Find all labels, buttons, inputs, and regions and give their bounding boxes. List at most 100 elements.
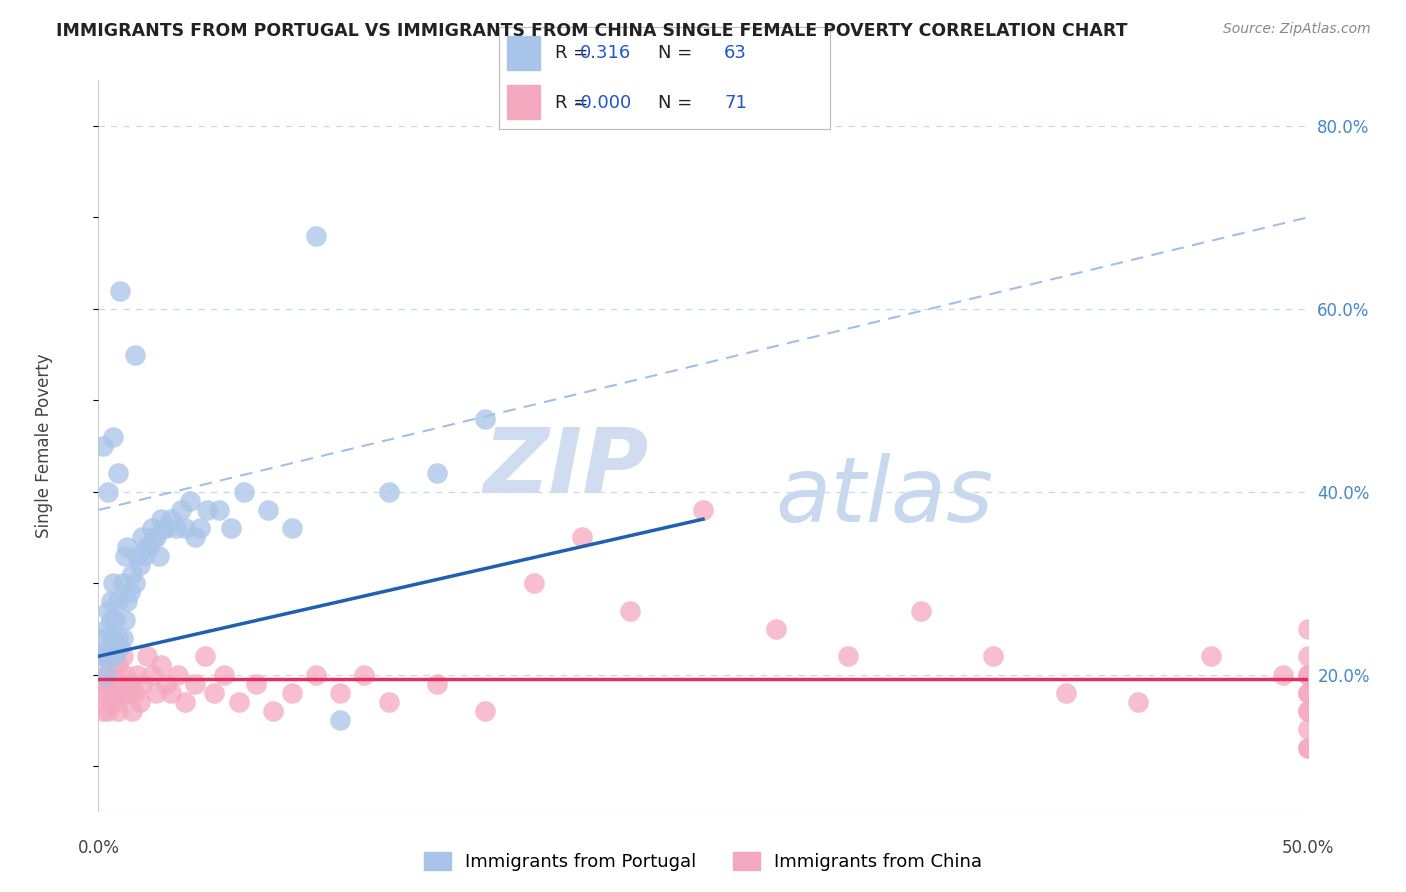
Point (101, 576, 124, 591)
Point (155, 676, 177, 690)
Point (305, 667, 328, 681)
Point (91, 649, 114, 664)
Point (377, 695, 399, 709)
Point (101, 430, 124, 444)
Point (124, 347, 146, 362)
Point (94, 649, 117, 664)
Point (100, 594, 122, 608)
Point (167, 667, 190, 681)
Point (910, 603, 932, 617)
Point (131, 676, 153, 690)
Point (101, 686, 124, 700)
Point (108, 284, 131, 298)
Point (1054, 686, 1077, 700)
Point (145, 530, 167, 544)
Point (107, 631, 129, 645)
Point (100, 649, 122, 664)
Point (1296, 667, 1319, 681)
Point (91, 439, 114, 453)
Point (134, 549, 156, 563)
Text: R =: R = (555, 45, 589, 62)
Point (152, 521, 174, 535)
Point (114, 613, 136, 627)
Point (97, 704, 120, 718)
Point (117, 540, 139, 554)
Point (1296, 686, 1319, 700)
Point (160, 512, 183, 526)
Point (169, 503, 191, 517)
Point (179, 493, 201, 508)
Point (1296, 704, 1319, 718)
Point (1296, 740, 1319, 755)
Point (114, 549, 136, 563)
Point (131, 530, 153, 544)
Point (174, 695, 197, 709)
Point (108, 640, 131, 655)
Point (194, 649, 217, 664)
Point (1272, 667, 1295, 681)
Point (94, 667, 117, 681)
Point (305, 228, 328, 243)
Point (221, 521, 243, 535)
Point (104, 695, 127, 709)
Point (97, 640, 120, 655)
Point (329, 686, 352, 700)
Text: Source: ZipAtlas.com: Source: ZipAtlas.com (1223, 22, 1371, 37)
Text: Single Female Poverty: Single Female Poverty (35, 354, 53, 538)
Point (165, 521, 187, 535)
Point (1296, 649, 1319, 664)
Point (90, 649, 112, 664)
Point (619, 603, 641, 617)
Point (97, 603, 120, 617)
Point (1199, 649, 1222, 664)
Point (135, 649, 157, 664)
Point (111, 631, 134, 645)
Point (184, 676, 207, 690)
Point (104, 649, 127, 664)
Point (108, 676, 131, 690)
Point (117, 686, 139, 700)
Point (100, 695, 122, 709)
Point (474, 704, 496, 718)
Text: 71: 71 (724, 94, 747, 112)
Point (426, 467, 449, 481)
Point (1296, 723, 1319, 737)
Point (111, 576, 134, 591)
Point (329, 714, 352, 728)
Point (135, 540, 157, 554)
Point (91, 631, 114, 645)
Point (90, 686, 112, 700)
Point (523, 576, 546, 591)
Point (145, 686, 167, 700)
Point (262, 704, 284, 718)
Point (118, 676, 141, 690)
Point (128, 558, 150, 572)
Point (94, 622, 117, 636)
Text: atlas: atlas (776, 453, 994, 541)
Point (107, 704, 129, 718)
Point (97, 676, 120, 690)
Point (94, 686, 117, 700)
Text: IMMIGRANTS FROM PORTUGAL VS IMMIGRANTS FROM CHINA SINGLE FEMALE POVERTY CORRELAT: IMMIGRANTS FROM PORTUGAL VS IMMIGRANTS F… (56, 22, 1128, 40)
Point (111, 686, 134, 700)
Point (281, 686, 304, 700)
Point (127, 667, 149, 681)
Point (104, 613, 127, 627)
Point (104, 649, 127, 664)
Point (150, 512, 173, 526)
Point (1296, 704, 1319, 718)
Point (184, 530, 207, 544)
Text: N =: N = (658, 45, 692, 62)
Point (118, 585, 141, 599)
Point (426, 676, 449, 690)
Point (174, 521, 197, 535)
Point (692, 503, 714, 517)
Point (124, 576, 146, 591)
Point (124, 686, 146, 700)
Point (571, 530, 593, 544)
Bar (508, 86, 540, 119)
Text: ZIP: ZIP (484, 424, 648, 512)
Point (107, 594, 129, 608)
Point (141, 521, 163, 535)
Point (208, 503, 231, 517)
